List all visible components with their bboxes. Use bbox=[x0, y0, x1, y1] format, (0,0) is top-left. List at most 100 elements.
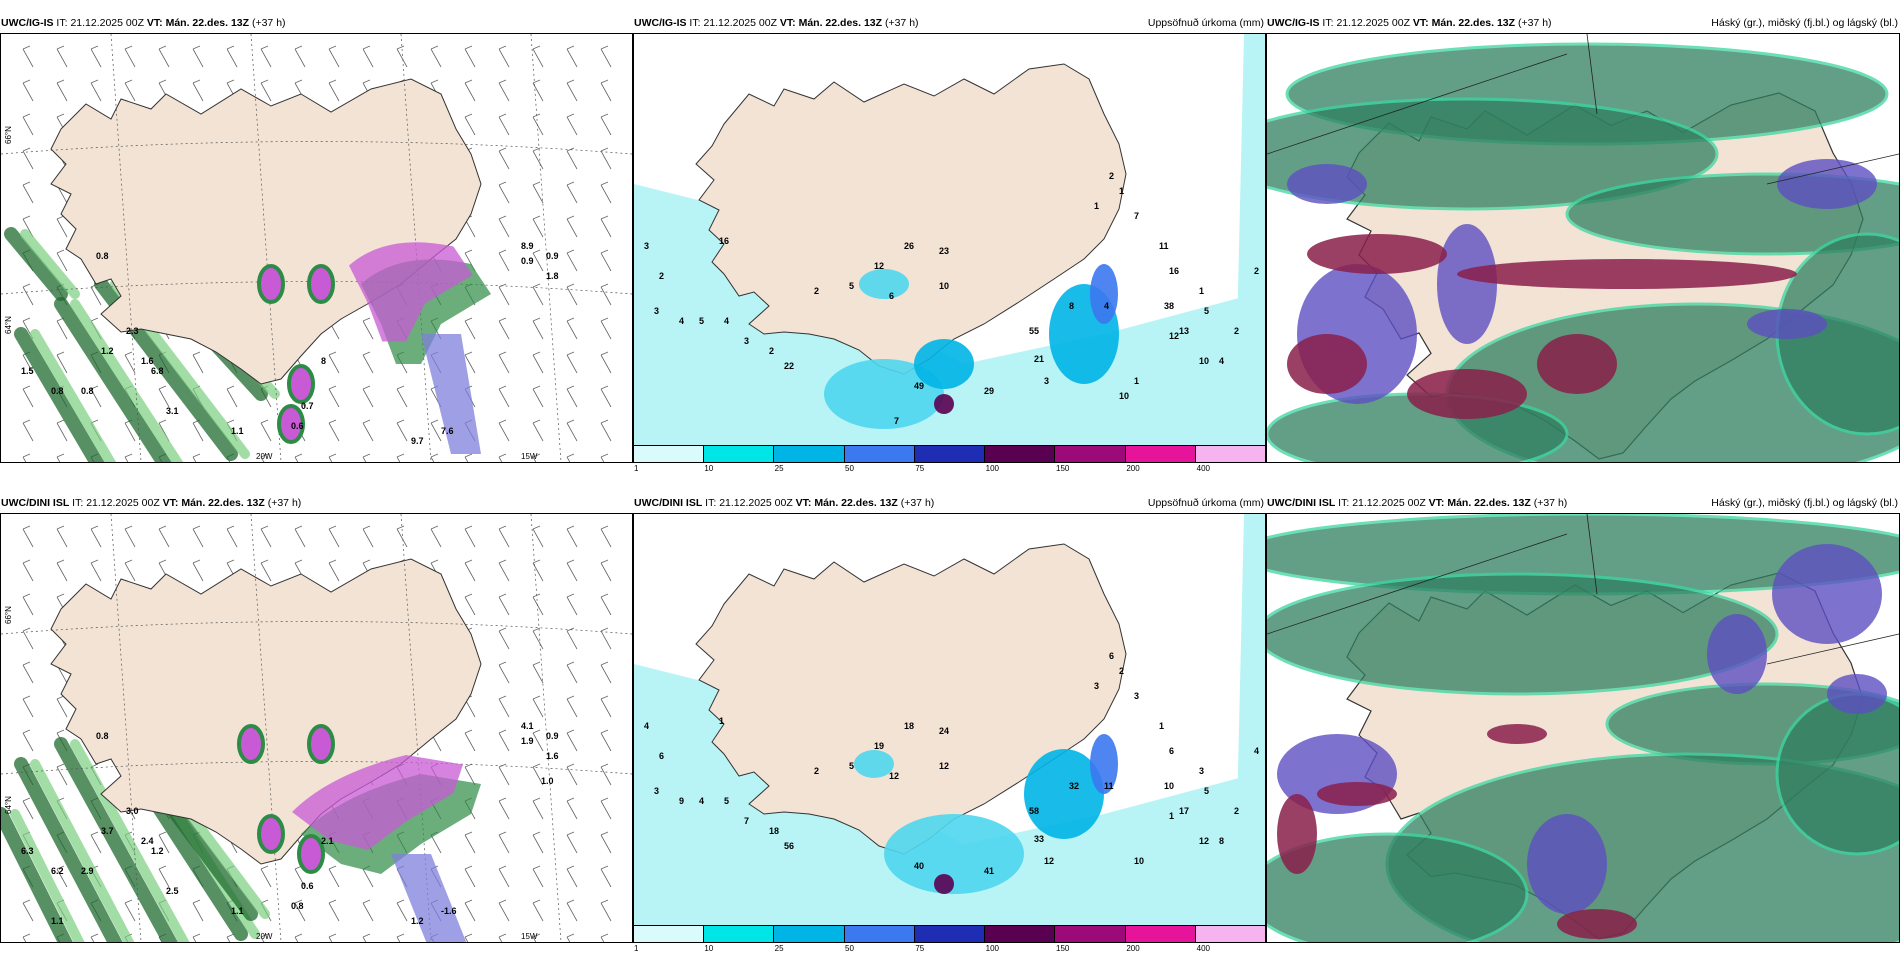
value-label: 12 bbox=[1044, 856, 1054, 866]
value-label: 3 bbox=[654, 306, 659, 316]
streak-light bbox=[20, 229, 80, 299]
wind-barb bbox=[532, 45, 544, 68]
wind-barb bbox=[328, 453, 337, 462]
colorbar-swatch bbox=[985, 926, 1056, 942]
wind-barb bbox=[430, 453, 439, 462]
cloud-low bbox=[1487, 724, 1547, 744]
value-label: 17 bbox=[1179, 806, 1189, 816]
wind-barb bbox=[600, 249, 612, 272]
value-label: 1 bbox=[1199, 286, 1204, 296]
colorbar-tick-label: 10 bbox=[704, 464, 714, 473]
wind-barb bbox=[226, 385, 238, 408]
panel-row1-precip: UWC/IG-IS IT: 21.12.2025 00Z VT: Mán. 22… bbox=[633, 13, 1266, 473]
wind-barb bbox=[362, 351, 374, 374]
value-label: 6 bbox=[659, 751, 664, 761]
wind-barb bbox=[566, 933, 575, 942]
iceland-land bbox=[695, 543, 1127, 855]
wind-barb bbox=[498, 113, 510, 136]
value-label: 2.4 bbox=[141, 836, 154, 846]
value-label: 2 bbox=[814, 766, 819, 776]
value-label: 40 bbox=[914, 861, 924, 871]
wind-barb bbox=[124, 559, 136, 582]
colorbar-swatch bbox=[634, 446, 705, 462]
iceland-land bbox=[695, 63, 1127, 375]
wind-barb bbox=[566, 661, 578, 684]
wind-barb bbox=[566, 797, 578, 820]
wind-barb bbox=[396, 899, 408, 922]
wind-barb bbox=[328, 899, 340, 922]
wind-barb bbox=[260, 453, 269, 462]
precip-purple bbox=[292, 755, 464, 850]
colorbar-tick-label: 50 bbox=[845, 944, 854, 953]
wind-barb bbox=[566, 79, 578, 102]
wind-barb bbox=[464, 79, 476, 102]
colorbar-swatch bbox=[774, 446, 845, 462]
lead-time: (+37 h) bbox=[884, 17, 919, 29]
value-label: 4 bbox=[679, 316, 684, 326]
value-label: 0.8 bbox=[51, 386, 64, 396]
wind-barb bbox=[158, 525, 170, 548]
vt-value: Mán. 22.des. 13Z bbox=[814, 497, 898, 509]
longitude-line bbox=[250, 514, 282, 942]
wind-barb bbox=[532, 661, 544, 684]
wind-barb bbox=[498, 933, 507, 942]
colorbar-tick-label: 1 bbox=[634, 464, 639, 473]
map-wind-frame: 0.8 3.0 3.7 2.4 1.2 2.5 2.1 1.2 -1.6 4.1 1.9 6.3 6.2… bbox=[0, 513, 633, 943]
wind-barb bbox=[328, 559, 340, 582]
wind-barb bbox=[498, 695, 510, 718]
colorbar-tick-label: 75 bbox=[915, 944, 925, 953]
vt-label: VT: bbox=[779, 17, 796, 29]
wind-barb bbox=[22, 419, 34, 442]
wind-barb bbox=[600, 627, 612, 650]
wind-barb bbox=[464, 559, 476, 582]
wind-barb bbox=[566, 525, 578, 548]
panel-row2-wind: UWC/DINI ISL IT: 21.12.2025 00Z VT: Mán.… bbox=[0, 493, 633, 943]
wind-barb bbox=[22, 559, 34, 582]
cloud-low bbox=[1307, 234, 1447, 274]
value-label: 2.1 bbox=[321, 836, 334, 846]
value-label: 4 bbox=[1219, 356, 1224, 366]
wind-barb bbox=[532, 215, 544, 238]
cloud-high bbox=[1267, 97, 1719, 211]
wind-barb bbox=[124, 351, 136, 374]
value-label: 12 bbox=[939, 761, 949, 771]
map-cloud-frame bbox=[1266, 513, 1900, 943]
panel-row2-precip: UWC/DINI ISL IT: 21.12.2025 00Z VT: Mán.… bbox=[633, 493, 1266, 953]
value-label: 24 bbox=[939, 726, 949, 736]
precip-core bbox=[237, 724, 481, 942]
value-label: 6.3 bbox=[21, 846, 34, 856]
wind-barb bbox=[532, 385, 544, 408]
wind-barb bbox=[532, 317, 544, 340]
wind-barb bbox=[600, 317, 612, 340]
wind-barb bbox=[600, 45, 612, 68]
it-value: 21.12.2025 00Z bbox=[703, 17, 777, 29]
wind-barb bbox=[532, 559, 544, 582]
wind-barb bbox=[600, 763, 612, 786]
value-label: 0.6 bbox=[301, 881, 314, 891]
lat-label-64: 64°N bbox=[4, 796, 13, 814]
wind-barb bbox=[566, 181, 578, 204]
vt-label: VT: bbox=[146, 17, 163, 29]
colorbar-tick-label: 200 bbox=[1126, 944, 1140, 953]
wind-barb bbox=[600, 933, 609, 942]
value-label: 12 bbox=[889, 771, 899, 781]
precip-blob bbox=[884, 814, 1024, 894]
wind-barb bbox=[396, 933, 405, 942]
wind-barb bbox=[260, 559, 272, 582]
value-label: 7.6 bbox=[441, 426, 454, 436]
wind-barb bbox=[532, 147, 544, 170]
vt-label: VT: bbox=[1412, 17, 1429, 29]
colorbar-swatch bbox=[634, 926, 705, 942]
wind-barb bbox=[362, 45, 374, 68]
value-label: 0.8 bbox=[291, 901, 304, 911]
colorbar-tick-label: 100 bbox=[985, 464, 1000, 473]
colorbar-swatch bbox=[1195, 926, 1265, 942]
panel-row2-clouds: UWC/DINI ISL IT: 21.12.2025 00Z VT: Mán.… bbox=[1266, 493, 1900, 943]
boundary-lines bbox=[1267, 34, 1899, 185]
wind-barb bbox=[192, 933, 201, 942]
wind-barb bbox=[22, 385, 34, 408]
wind-barb bbox=[600, 283, 612, 306]
value-label: 2 bbox=[1119, 666, 1124, 676]
streak-light bbox=[30, 759, 135, 942]
